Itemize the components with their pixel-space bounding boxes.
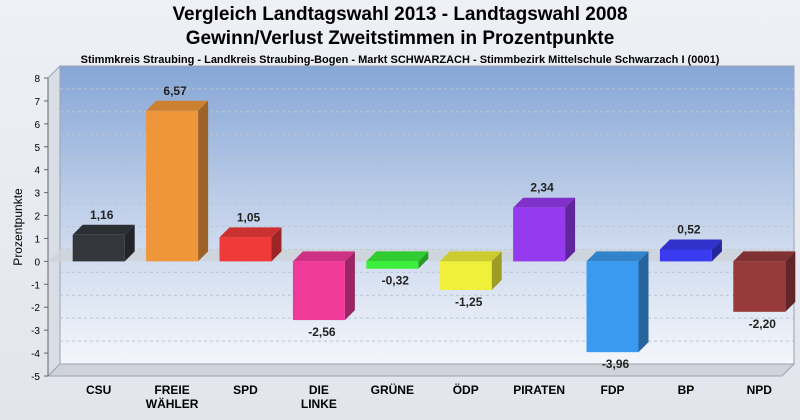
bar-side (198, 100, 209, 262)
floor (46, 363, 796, 377)
x-tick-label: DIE LINKE (301, 383, 337, 411)
bar (292, 261, 345, 321)
chart-title: Vergleich Landtagswahl 2013 - Landtagswa… (172, 4, 628, 25)
data-label: -0,32 (382, 274, 410, 288)
bar-top (659, 239, 722, 250)
bar-top (586, 251, 649, 262)
bar-side (565, 197, 576, 262)
bar (586, 261, 639, 353)
data-label: 1,05 (237, 210, 261, 224)
bar (146, 110, 199, 262)
x-tick-label: FREIE WÄHLER (146, 383, 199, 411)
x-tick-label: NPD (747, 383, 773, 397)
bar-top (219, 227, 282, 238)
left-wall (47, 64, 61, 378)
chart-caption: Stimmkreis Straubing - Landkreis Straubi… (80, 54, 720, 66)
bar (513, 207, 566, 262)
y-tick-label: 1 (34, 234, 40, 245)
bar-side (271, 227, 282, 262)
y-tick-label: 6 (34, 120, 40, 131)
y-tick-label: 3 (34, 189, 40, 200)
bar-top (439, 251, 502, 262)
data-label: 6,57 (163, 84, 187, 98)
y-tick-label: 4 (34, 166, 40, 177)
data-label: 2,34 (530, 181, 554, 195)
y-tick-label: 8 (34, 74, 40, 85)
x-tick-label: CSU (86, 383, 111, 397)
bar-top (366, 251, 429, 262)
y-tick-label: -5 (31, 372, 40, 383)
x-tick-label: PIRATEN (513, 383, 565, 397)
y-tick-label: -3 (31, 326, 40, 337)
bar-side (491, 251, 502, 291)
y-tick-label: -2 (31, 303, 40, 314)
x-tick-label: SPD (233, 383, 258, 397)
data-label: -1,25 (455, 295, 483, 309)
bar-top (513, 197, 576, 208)
data-label: -3,96 (602, 357, 630, 371)
bar-side (785, 251, 796, 312)
bar (659, 249, 712, 262)
bar (366, 261, 419, 269)
y-tick-label: 7 (34, 97, 40, 108)
data-label: -2,56 (308, 325, 336, 339)
x-tick-label: ÖDP (453, 382, 479, 397)
y-tick-label: -4 (31, 349, 40, 360)
bar-side (711, 239, 722, 262)
data-label: 1,16 (90, 208, 114, 222)
y-tick-label: -1 (31, 280, 40, 291)
bar-top (733, 251, 796, 262)
bar-side (638, 251, 649, 353)
bar (72, 234, 125, 262)
bar (439, 261, 492, 291)
bar-top (292, 251, 355, 262)
data-label: -2,20 (749, 317, 777, 331)
chart-subtitle: Gewinn/Verlust Zweitstimmen in Prozentpu… (185, 28, 615, 49)
data-label: 0,52 (677, 222, 701, 236)
bar-side (124, 224, 135, 262)
x-tick-label: FDP (601, 383, 625, 397)
y-tick-label: 0 (34, 257, 40, 268)
y-tick-label: 2 (34, 212, 40, 223)
bar-top (72, 224, 135, 235)
bar (219, 237, 272, 262)
bar (733, 261, 786, 312)
bar-top (146, 100, 209, 111)
x-tick-label: GRÜNE (371, 382, 414, 397)
x-tick-label: BP (678, 383, 695, 397)
bar-side (344, 251, 355, 321)
y-axis-label: Prozentpunkte (11, 188, 25, 266)
bar-side (418, 251, 429, 269)
y-tick-label: 5 (34, 143, 40, 154)
